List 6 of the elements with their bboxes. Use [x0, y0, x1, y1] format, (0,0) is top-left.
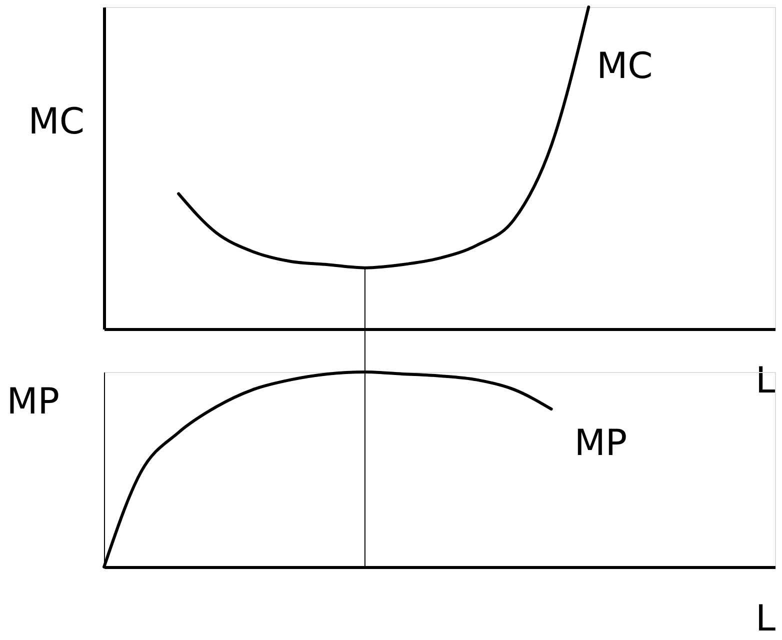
x-axis-title: L — [755, 360, 776, 402]
y-axis-title: MP — [6, 382, 60, 422]
y-axis-title: MC — [28, 102, 84, 142]
series-label: MP — [574, 423, 628, 464]
series-label: MC — [596, 46, 653, 87]
x-axis-title: L — [755, 598, 776, 640]
